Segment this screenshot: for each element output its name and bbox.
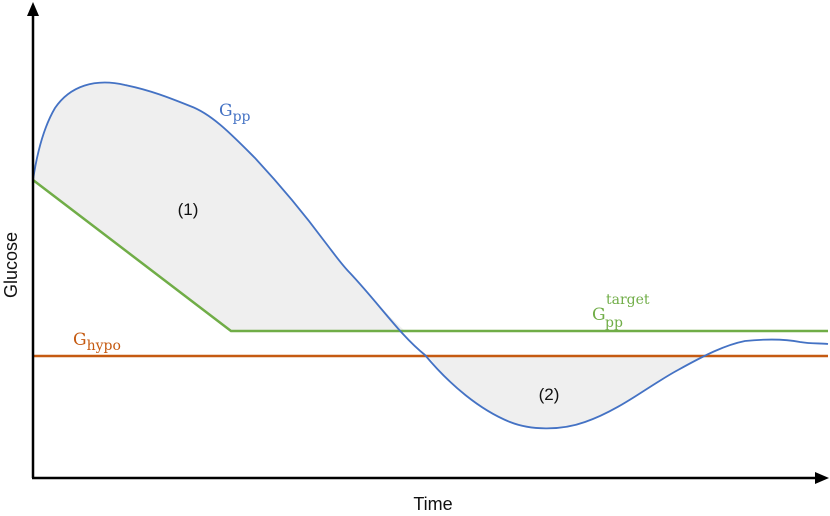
series-g-pp-curve: [32, 81, 829, 430]
series-g-pp-target-label-sup: target: [606, 292, 650, 308]
series-g-pp-target-label: G: [592, 305, 606, 325]
series-g-pp-label-sub: pp: [233, 109, 251, 125]
series-g-pp-target-line: [32, 179, 828, 333]
region-1-area: [33, 82, 405, 332]
y-axis-title: Glucose: [1, 232, 21, 298]
series-g-pp-label: Gpp: [219, 101, 251, 125]
x-axis-title: Time: [413, 494, 452, 514]
series-g-hypo-label: Ghypo: [73, 330, 121, 354]
region-1-label: (1): [178, 200, 199, 219]
series-g-pp-target-label-main: G: [592, 305, 606, 325]
region-2-area: [428, 356, 703, 429]
y-axis-arrow: [27, 2, 39, 16]
region-2-label: (2): [539, 385, 560, 404]
series-g-hypo-label-main: G: [73, 330, 87, 350]
x-axis-arrow: [815, 472, 829, 484]
series-g-pp-label-main: G: [219, 101, 233, 121]
series-g-pp-target-label-sub: pp: [605, 315, 623, 331]
series-g-hypo-label-sub: hypo: [87, 338, 121, 354]
